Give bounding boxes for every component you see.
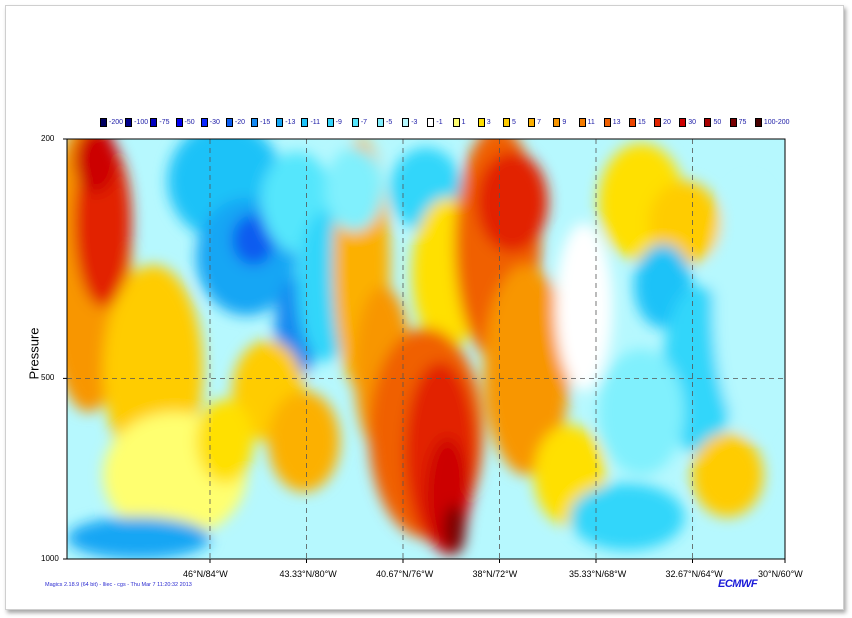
- legend-label: -75: [159, 119, 170, 126]
- legend-label: 9: [562, 119, 567, 126]
- legend-label: 15: [637, 119, 646, 126]
- legend-swatch: [452, 118, 460, 127]
- legend-swatch: [125, 118, 133, 127]
- y-tick-label: 200: [41, 134, 55, 143]
- legend-swatch: [402, 118, 410, 127]
- legend-swatch: [225, 118, 233, 127]
- legend-label: 7: [537, 119, 542, 126]
- x-tick-label: 40.67°N/76°W: [376, 569, 434, 579]
- heatmap-region: [555, 223, 613, 391]
- x-tick-label: 38°N/72°W: [472, 569, 518, 579]
- heatmap-region: [598, 349, 685, 475]
- legend-swatch: [175, 118, 183, 127]
- legend-swatch: [276, 118, 284, 127]
- heatmap-region: [268, 391, 340, 492]
- legend-swatch: [200, 118, 208, 127]
- legend-label: 13: [612, 119, 621, 126]
- plot-border: [66, 138, 786, 560]
- legend-label: -15: [260, 119, 271, 126]
- footer-meta-text: Magics 2.18.9 (64 bit) - lliec - cgs - T…: [45, 582, 192, 588]
- legend-swatch: [301, 118, 309, 127]
- legend-swatch: [578, 118, 586, 127]
- y-tick-label: 500: [41, 373, 55, 383]
- heatmap-region: [483, 265, 570, 475]
- legend-label: 100-200: [763, 119, 790, 126]
- legend-label: -200: [109, 119, 124, 126]
- y-tick-label: 1000: [41, 554, 59, 563]
- legend-label: -7: [360, 119, 368, 126]
- legend-label: 5: [511, 119, 516, 126]
- legend-label: 30: [688, 119, 697, 126]
- heatmap-region: [325, 147, 383, 232]
- legend-swatch: [603, 118, 611, 127]
- legend-swatch: [477, 118, 485, 127]
- heatmap-region: [569, 483, 685, 551]
- legend-swatch: [729, 118, 737, 127]
- heatmap-region: [232, 214, 276, 265]
- legend-swatch: [251, 118, 259, 127]
- heatmap-region: [67, 517, 211, 559]
- heatmap-region: [648, 181, 721, 265]
- legend-swatch: [351, 118, 359, 127]
- x-tick-label: 35.33°N/68°W: [569, 569, 627, 579]
- legend-label: 75: [738, 119, 747, 126]
- legend-label: -100: [134, 119, 149, 126]
- legend-label: -1: [436, 119, 443, 126]
- legend-swatch: [528, 118, 536, 127]
- legend-label: -13: [285, 119, 296, 126]
- legend-swatch: [704, 118, 712, 127]
- heatmap-region: [713, 181, 785, 433]
- legend-label: -50: [184, 119, 195, 126]
- legend-label: -30: [209, 119, 220, 126]
- legend-swatch: [377, 118, 385, 127]
- legend-label: -11: [310, 119, 321, 126]
- legend-swatch: [553, 118, 561, 127]
- legend-swatch: [150, 118, 158, 127]
- legend-swatch: [326, 118, 334, 127]
- legend-swatch: [754, 118, 762, 127]
- heatmap-region: [691, 433, 764, 517]
- legend-label: 20: [663, 119, 671, 126]
- x-tick-label: 43.33°N/80°W: [279, 569, 337, 579]
- legend-swatch: [679, 118, 687, 127]
- legend-label: -20: [234, 119, 246, 126]
- legend-label: 3: [486, 119, 491, 126]
- legend: -200 -100 -75 -50 -30 -20 -15 -13 -11 -9 -7 -5 -3 -1 1…: [100, 117, 790, 129]
- legend-label: 11: [587, 119, 595, 126]
- heatmap-region: [476, 151, 549, 253]
- legend-swatch: [654, 118, 662, 127]
- heatmap-region: [74, 139, 118, 194]
- legend-label: -5: [386, 119, 393, 126]
- legend-swatch: [427, 118, 435, 127]
- legend-label: -9: [335, 119, 342, 126]
- x-tick-label: 32.67°N/64°W: [665, 569, 723, 579]
- heatmap-region: [196, 399, 254, 484]
- legend-label: 1: [461, 119, 466, 126]
- legend-label: 50: [713, 119, 722, 126]
- legend-swatch: [100, 118, 107, 127]
- heatmap-region: [443, 504, 466, 555]
- legend-swatch: [628, 118, 636, 127]
- x-tick-label: 46°N/84°W: [183, 569, 228, 579]
- ecmwf-logo: ECMWF: [718, 578, 758, 590]
- x-tick-label: 30°N/60°W: [758, 569, 803, 579]
- legend-swatch: [502, 118, 510, 127]
- legend-label: -3: [411, 119, 418, 126]
